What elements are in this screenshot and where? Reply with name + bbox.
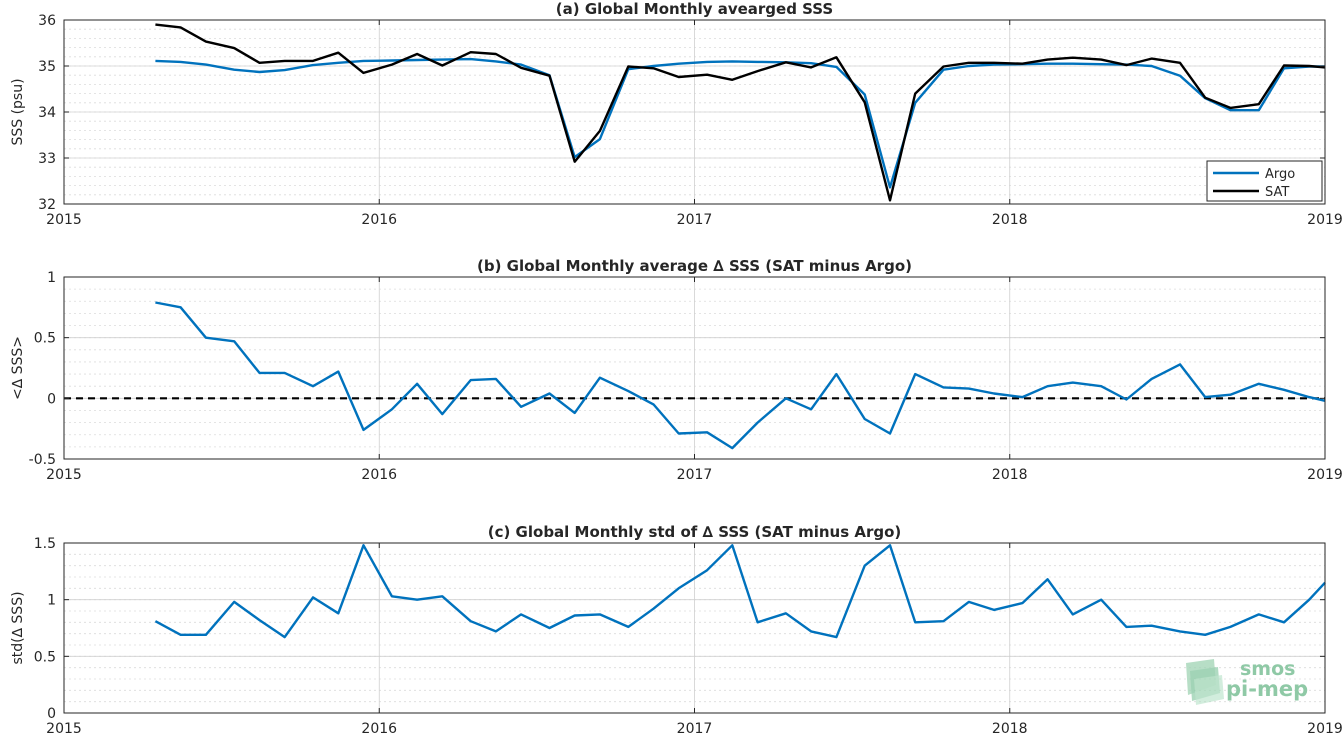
smos-pi-mep-logo: smos pi-mep — [1186, 658, 1308, 705]
x-tick-label: 2015 — [46, 467, 82, 483]
panel-b-mean-delta-sss: -0.5 0 0.5 1 2015 2016 2017 2018 2019 (b) Global … — [10, 257, 1343, 483]
x-tick-label: 2017 — [677, 212, 713, 228]
y-axis-label: std(∆ SSS) — [10, 591, 26, 664]
x-tick-label: 2016 — [361, 467, 397, 483]
legend-label-argo: Argo — [1265, 167, 1295, 182]
y-tick-label: 35 — [38, 59, 56, 75]
y-tick-label: 0 — [47, 706, 56, 722]
x-tick-label: 2018 — [992, 467, 1028, 483]
x-tick-label: 2019 — [1307, 467, 1343, 483]
y-tick-label: 34 — [38, 105, 56, 121]
logo-line-2: pi-mep — [1226, 677, 1308, 701]
panel-c-std-delta-sss: 0 0.5 1 1.5 2015 2016 2017 2018 2019 (c) Global M… — [10, 523, 1343, 736]
y-tick-label: 33 — [38, 151, 56, 167]
y-tick-label: 0.5 — [34, 649, 56, 665]
y-tick-label: 0.5 — [34, 331, 56, 347]
logo-line-1: smos — [1240, 658, 1295, 680]
x-tick-label: 2019 — [1307, 721, 1343, 736]
y-tick-label: 0 — [47, 391, 56, 407]
series-line-delta — [155, 301, 1326, 450]
y-axis-label: <∆ SSS> — [10, 336, 26, 400]
x-tick-label: 2016 — [361, 212, 397, 228]
y-tick-label: 1 — [47, 593, 56, 609]
chart-title: (c) Global Monthly std of ∆ SSS (SAT min… — [488, 523, 902, 541]
x-tick-label: 2017 — [677, 467, 713, 483]
legend-box — [1206, 160, 1323, 202]
y-tick-label: 1.5 — [34, 536, 56, 552]
series-line-sat — [155, 23, 1326, 202]
legend-label-sat: SAT — [1265, 185, 1289, 200]
y-tick-label: -0.5 — [29, 452, 56, 468]
x-tick-label: 2016 — [361, 721, 397, 736]
x-tick-label: 2015 — [46, 212, 82, 228]
panel-a-global-monthly-sss: 32 33 34 35 36 2015 2016 2017 2018 2019 (a) Global… — [10, 0, 1343, 228]
chart-title: (a) Global Monthly avearged SSS — [556, 0, 833, 18]
y-tick-label: 36 — [38, 13, 56, 29]
x-tick-label: 2017 — [677, 721, 713, 736]
series-line-delta — [154, 544, 1326, 639]
chart-title: (b) Global Monthly average ∆ SSS (SAT mi… — [477, 257, 912, 275]
x-tick-label: 2019 — [1307, 212, 1343, 228]
x-tick-label: 2018 — [992, 212, 1028, 228]
logo-wave-icon — [1186, 659, 1224, 705]
y-tick-label: 1 — [47, 270, 56, 286]
y-tick-label: 32 — [38, 197, 56, 213]
x-tick-label: 2018 — [992, 721, 1028, 736]
y-axis-label: SSS (psu) — [10, 78, 26, 145]
x-tick-label: 2015 — [46, 721, 82, 736]
